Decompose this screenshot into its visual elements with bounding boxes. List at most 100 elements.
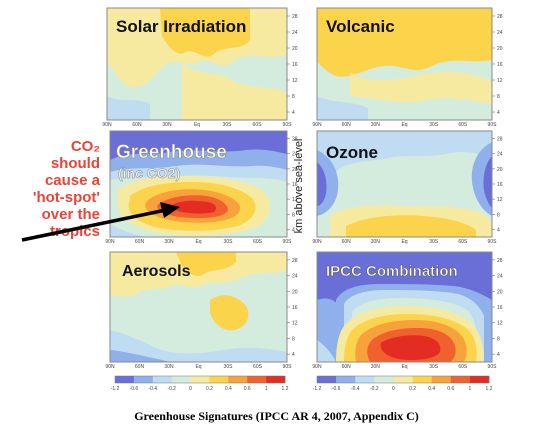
x-tick-label: 30N xyxy=(371,239,381,245)
colorbar-tick-label: 0.6 xyxy=(447,386,454,392)
x-tick-label: 90N xyxy=(102,122,112,128)
y-tick-label: 8 xyxy=(497,212,500,218)
y-tick-label: 8 xyxy=(292,212,295,218)
colorbar-tick-label: 0.4 xyxy=(428,386,435,392)
axis-ticks: 28 24 20 16 12 8 4 90N 60N 30N Eq 30S 60S 90S 28 24 20 16… xyxy=(102,14,502,370)
x-tick-label: 30S xyxy=(223,122,233,128)
y-tick-label: 4 xyxy=(292,227,295,233)
colorbar-swatch xyxy=(133,376,154,383)
colorbar-swatch xyxy=(469,376,490,383)
y-tick-label: 16 xyxy=(497,305,503,311)
annotation: CO₂ should cause a 'hot-spot' over the t… xyxy=(33,138,101,240)
x-tick-label: 60N xyxy=(132,122,142,128)
annotation-arrow xyxy=(21,202,180,242)
colorbar-swatch xyxy=(115,376,135,383)
y-tick-label: 28 xyxy=(292,137,298,143)
colorbar-tick-label: 1 xyxy=(468,386,471,392)
x-tick-label: 90N xyxy=(105,364,115,370)
colorbar-tick-label: 1 xyxy=(265,386,268,392)
y-tick-label: 28 xyxy=(497,137,503,143)
colorbar-swatch xyxy=(374,376,394,383)
colorbar-tick-label: -0.2 xyxy=(167,386,176,392)
colorbar-swatch xyxy=(450,376,471,383)
x-tick-label: 90N xyxy=(312,239,322,245)
y-tick-label: 12 xyxy=(497,78,503,84)
x-tick-label: 60S xyxy=(458,122,468,128)
colorbar-frame xyxy=(316,375,490,384)
colorbar-tick-label: 1.2 xyxy=(282,386,289,392)
panel-title-aerosols: Aerosols xyxy=(122,263,191,280)
y-tick-label: 28 xyxy=(497,258,503,264)
y-tick-label: 28 xyxy=(497,14,503,20)
colorbar-tick-label: 1.2 xyxy=(486,386,493,392)
x-tick-label: 30S xyxy=(224,239,234,245)
y-tick-label: 12 xyxy=(292,321,298,327)
colorbar-tick-label: -0.6 xyxy=(130,386,139,392)
x-tick-label: 30S xyxy=(429,239,439,245)
annotation-line: over the xyxy=(42,206,100,223)
colorbar-tick-label: -1.2 xyxy=(111,386,120,392)
y-tick-label: 12 xyxy=(292,197,298,203)
y-axis-label: km above sea-level xyxy=(293,139,305,234)
x-tick-label: 30S xyxy=(429,364,439,370)
x-tick-label: 30N xyxy=(162,122,172,128)
y-tick-label: 4 xyxy=(292,110,295,116)
x-tick-label: 60N xyxy=(135,364,145,370)
x-tick-label: 90S xyxy=(283,364,293,370)
x-tick-label: 60N xyxy=(342,122,352,128)
y-tick-label: 24 xyxy=(292,30,298,36)
panel-volcanic xyxy=(317,8,492,120)
x-tick-label: 60S xyxy=(458,239,468,245)
x-tick-label: 90N xyxy=(312,364,322,370)
colorbar-swatch xyxy=(393,376,413,383)
colorbar-swatch xyxy=(317,376,337,383)
colorbar-tick-label: -0.4 xyxy=(351,386,360,392)
y-tick-label: 4 xyxy=(497,352,500,358)
x-tick-label: 30N xyxy=(371,364,381,370)
panel-title-solar: Solar Irradiation xyxy=(116,17,246,36)
x-tick-label: Eq xyxy=(401,239,407,245)
x-tick-label: 90S xyxy=(488,122,498,128)
colorbar-tick-label: -0.2 xyxy=(370,386,379,392)
x-tick-label: 60S xyxy=(458,364,468,370)
colorbar-swatch xyxy=(431,376,452,383)
colorbar-swatch xyxy=(336,376,356,383)
y-tick-label: 4 xyxy=(497,227,500,233)
y-tick-label: 24 xyxy=(497,30,503,36)
annotation-line: 'hot-spot' xyxy=(33,189,100,206)
y-tick-label: 16 xyxy=(292,182,298,188)
colorbar-tick-label: -1.2 xyxy=(313,386,322,392)
y-tick-label: 24 xyxy=(497,152,503,158)
panel-aerosols xyxy=(110,252,287,362)
colorbar-tick-label: 0.2 xyxy=(409,386,416,392)
colorbar-tick-label: 0.4 xyxy=(225,386,232,392)
x-tick-label: 60S xyxy=(253,122,263,128)
panel-subtitle-greenhouse: (inc CO2) xyxy=(118,165,180,181)
colorbar-swatch xyxy=(412,376,432,383)
x-tick-label: 30S xyxy=(224,364,234,370)
colorbar-tick-label: -0.6 xyxy=(332,386,341,392)
x-tick-label: Eq xyxy=(194,122,200,128)
x-tick-label: Eq xyxy=(401,364,407,370)
x-tick-label: 30N xyxy=(164,239,174,245)
y-tick-label: 4 xyxy=(292,352,295,358)
colorbar-swatch xyxy=(355,376,375,383)
x-tick-label: 60N xyxy=(342,364,352,370)
y-tick-label: 12 xyxy=(497,197,503,203)
y-tick-label: 12 xyxy=(497,321,503,327)
x-tick-label: 90S xyxy=(488,239,498,245)
y-tick-label: 20 xyxy=(292,167,298,173)
x-tick-label: 90S xyxy=(488,364,498,370)
y-tick-label: 20 xyxy=(497,46,503,52)
panel-title-greenhouse: Greenhouse xyxy=(116,142,227,163)
y-tick-label: 8 xyxy=(292,94,295,100)
colorbar-swatch xyxy=(171,376,191,383)
colorbar-swatch xyxy=(152,376,172,383)
y-tick-label: 16 xyxy=(497,182,503,188)
panel-title-volcanic: Volcanic xyxy=(326,17,395,36)
annotation-line: cause a xyxy=(45,172,101,189)
colorbar-swatch xyxy=(209,376,229,383)
figure-caption: Greenhouse Signatures (IPCC AR 4, 2007, … xyxy=(134,409,419,423)
y-tick-label: 12 xyxy=(292,78,298,84)
x-tick-label: Eq xyxy=(195,239,201,245)
